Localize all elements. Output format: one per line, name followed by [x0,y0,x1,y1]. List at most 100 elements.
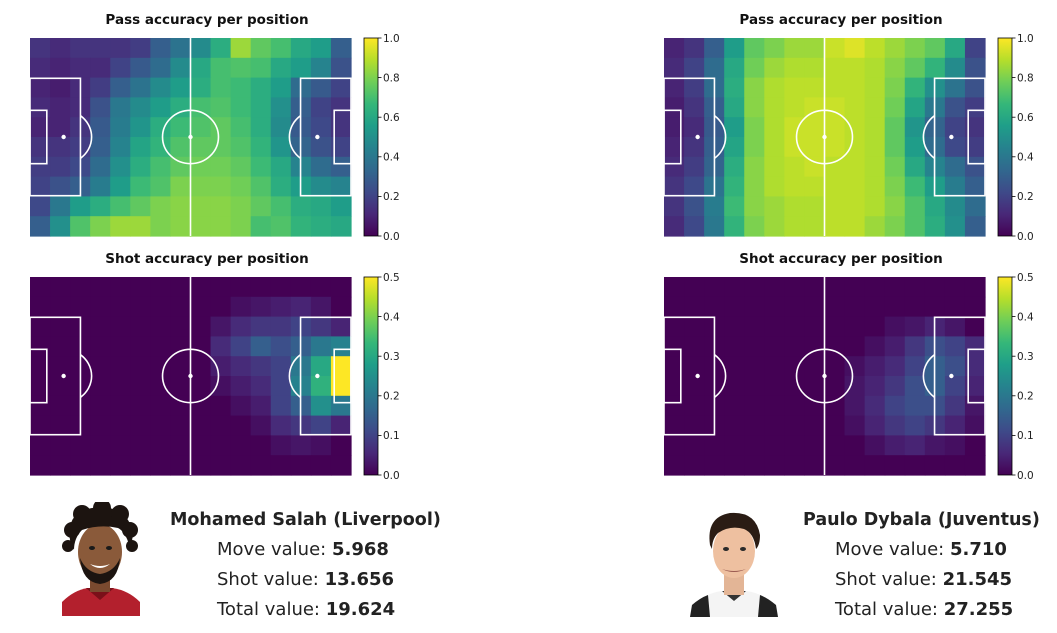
heatmap-cell [684,77,705,98]
heatmap-cell [170,57,192,79]
heatmap-cell [270,435,292,456]
heatmap-cell [230,415,252,436]
heatmap-cell [844,77,866,98]
heatmap-cell [290,38,312,59]
heatmap-cell [70,277,91,298]
heatmap-cell [904,117,926,138]
heatmap-cell [310,296,332,318]
heatmap-cell [230,38,252,59]
total-value-label: Total value: [835,599,944,620]
left-six-yard-box [663,348,682,404]
total-value-number: 19.624 [325,599,396,620]
heatmap-cell [764,415,785,436]
heatmap-cell [70,435,91,456]
colorbar-tick-label: 0.5 [1017,272,1034,284]
heatmap-cell [704,38,725,59]
heatmap-cell [784,97,806,118]
heatmap-cell [70,216,91,237]
heatmap-cell [170,296,192,318]
heatmap-cell [270,356,292,377]
heatmap-cell [844,156,866,178]
heatmap-cell [110,216,131,237]
heatmap-cell [844,38,866,59]
heatmap-cell [250,57,272,79]
heatmap-cell [944,455,966,476]
heatmap-cell [864,455,886,476]
heatmap-cell [170,395,192,417]
heatmap-cell [270,117,292,138]
heatmap-cell [964,435,986,456]
heatmap-cell [150,336,172,357]
heatmap-cell [844,97,866,118]
heatmap-cell [110,137,131,158]
left-penalty-spot [61,134,66,140]
total-value-label: Total value: [217,599,326,620]
heatmap-cell [824,196,846,217]
heatmap-cell [190,356,212,377]
heatmap-cell [744,356,765,377]
heatmap-cell [210,117,232,138]
heatmap-cell [744,277,765,298]
heatmap-cell [170,176,192,197]
heatmap-cell [964,137,986,158]
heatmap-cell [684,277,705,298]
heatmap-cell [130,97,151,118]
heatmap-cell [330,156,352,178]
heatmap-cell [824,38,846,59]
heatmap-cell [964,356,986,377]
heatmap-cell [270,415,292,436]
heatmap-cell [784,137,806,158]
total-value-dybala: Total value: 27.255 [835,599,1013,620]
shot-accuracy-heatmap-salah: 0.0 0.1 0.2 0.3 0.4 0.5 [29,272,400,482]
heatmap-cell [724,156,745,178]
heatmap-cell [824,156,846,178]
center-circle [795,109,854,165]
heatmap-cell [230,376,252,397]
heatmap-cell [884,435,906,456]
heatmap-cell [150,356,172,377]
heatmap-cell [110,77,131,98]
heatmap-cell [50,356,71,377]
heatmap-cell [904,277,926,298]
heatmap-cell [250,117,272,138]
heatmap-cell [964,415,986,436]
heatmap-cell [50,296,71,318]
pitch-lines [663,38,986,236]
heatmap-cell [310,176,332,197]
heatmap-cell [170,415,192,436]
heatmap-cell [944,77,966,98]
heatmap-cell [804,395,826,417]
heatmap-cell [170,117,192,138]
heatmap-cell [290,277,312,298]
heatmap-cell [844,455,866,476]
heatmap-cell [50,57,71,79]
heatmap-cell [230,117,252,138]
colorbar-tick-label: 0.0 [1017,231,1034,243]
heatmap-cell [190,196,212,217]
heatmap-cell [784,216,806,237]
heatmap-cell [784,57,806,79]
heatmap-cell [250,296,272,318]
heatmap-cell [804,38,826,59]
heatmap-cell [50,77,71,98]
shot-value-label: Shot value: [217,569,325,590]
heatmap-cell [724,57,745,79]
heatmap-cell [330,196,352,217]
heatmap-cell [190,117,212,138]
heatmap-cell [150,415,172,436]
heatmap-cell [964,455,986,476]
heatmap-cell [210,77,232,98]
heatmap-cell [944,435,966,456]
heatmap-cell [190,38,212,59]
heatmap-cell [864,176,886,197]
heatmap-cell [684,196,705,217]
heatmap-cell [944,137,966,158]
heatmap-cell [230,156,252,178]
heatmap-cell [804,156,826,178]
heatmap-cell [844,376,866,397]
left-six-yard-box [663,109,682,165]
heatmap-cell [110,376,131,397]
heatmap-cell [270,336,292,357]
heatmap-cell [110,356,131,377]
heatmap-cell [110,196,131,217]
